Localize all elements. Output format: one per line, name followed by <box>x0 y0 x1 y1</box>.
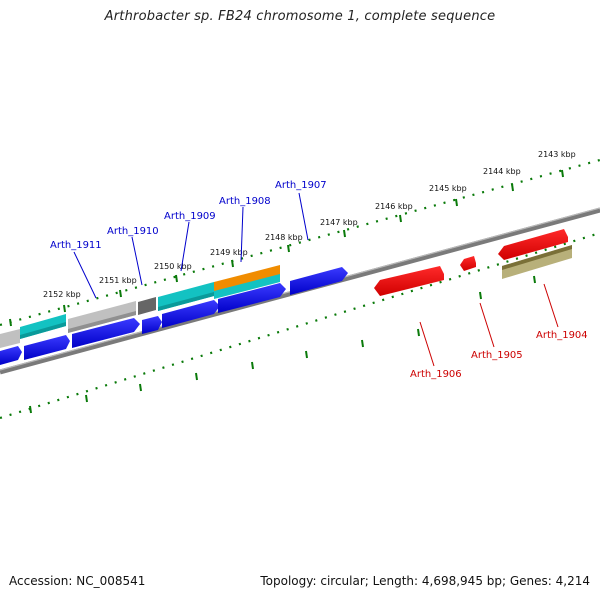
orange-feature[interactable] <box>214 265 280 293</box>
reverse-gene-arrow[interactable] <box>460 256 476 271</box>
reverse-label-leaders <box>419 283 559 367</box>
scale-label: 2148 kbp <box>265 233 303 242</box>
gray-feature[interactable] <box>0 329 20 348</box>
forward-label-leaders <box>73 192 309 299</box>
gene-label-reverse[interactable]: Arth_1905 <box>471 350 523 361</box>
gene-label-reverse[interactable]: Arth_1906 <box>410 369 462 380</box>
scale-label: 2152 kbp <box>43 290 81 299</box>
outer-major-ticks <box>9 169 564 327</box>
map-title: Arthrobacter sp. FB24 chromosome 1, comp… <box>104 9 496 24</box>
scale-label: 2145 kbp <box>429 184 467 193</box>
reverse-gene-labels: Arth_1904 Arth_1905 Arth_1906 <box>410 330 588 380</box>
gene-label-forward[interactable]: Arth_1908 <box>219 196 271 207</box>
forward-gene-arrow[interactable] <box>290 267 348 295</box>
dark-gray-feature[interactable] <box>138 297 156 315</box>
forward-gene-arrow[interactable] <box>162 300 220 328</box>
accession-text: Accession: NC_008541 <box>9 574 146 588</box>
gene-label-forward[interactable]: Arth_1909 <box>164 211 216 222</box>
scale-label: 2143 kbp <box>538 150 576 159</box>
forward-gene-arrow[interactable] <box>142 316 162 334</box>
forward-gene-arrow[interactable] <box>24 335 70 360</box>
scale-label: 2149 kbp <box>210 248 248 257</box>
cyan-feature-shade <box>158 292 214 311</box>
gene-label-forward[interactable]: Arth_1907 <box>275 180 327 191</box>
scale-label: 2151 kbp <box>99 276 137 285</box>
scale-label: 2150 kbp <box>154 262 192 271</box>
cyan-feature[interactable] <box>214 274 280 299</box>
reverse-gene-arrow[interactable] <box>374 266 444 296</box>
forward-gene-arrow[interactable] <box>72 318 140 348</box>
gray-feature-shade <box>68 311 136 333</box>
feature-track-upper <box>0 265 280 348</box>
cyan-feature-shade <box>20 322 66 339</box>
gene-label-forward[interactable]: Arth_1910 <box>107 226 159 237</box>
olive-feature-shade <box>502 245 572 270</box>
scale-labels: 2143 kbp 2144 kbp 2145 kbp 2146 kbp 2147… <box>43 150 576 299</box>
reverse-genes <box>374 229 572 296</box>
scale-label: 2146 kbp <box>375 202 413 211</box>
scale-label: 2144 kbp <box>483 167 521 176</box>
outer-scale-ring <box>0 158 600 327</box>
reverse-gene-arrow[interactable] <box>498 229 568 260</box>
genome-summary-text: Topology: circular; Length: 4,698,945 bp… <box>260 574 590 588</box>
gene-label-forward[interactable]: Arth_1911 <box>50 240 102 251</box>
gene-label-reverse[interactable]: Arth_1904 <box>536 330 588 341</box>
scale-label: 2147 kbp <box>320 218 358 227</box>
forward-gene-labels: Arth_1907 Arth_1908 Arth_1909 Arth_1910 … <box>50 180 327 251</box>
forward-gene-arrow[interactable] <box>218 283 286 313</box>
inner-major-ticks <box>29 275 536 414</box>
forward-genes <box>0 267 348 365</box>
forward-gene-arrow[interactable] <box>0 346 22 365</box>
